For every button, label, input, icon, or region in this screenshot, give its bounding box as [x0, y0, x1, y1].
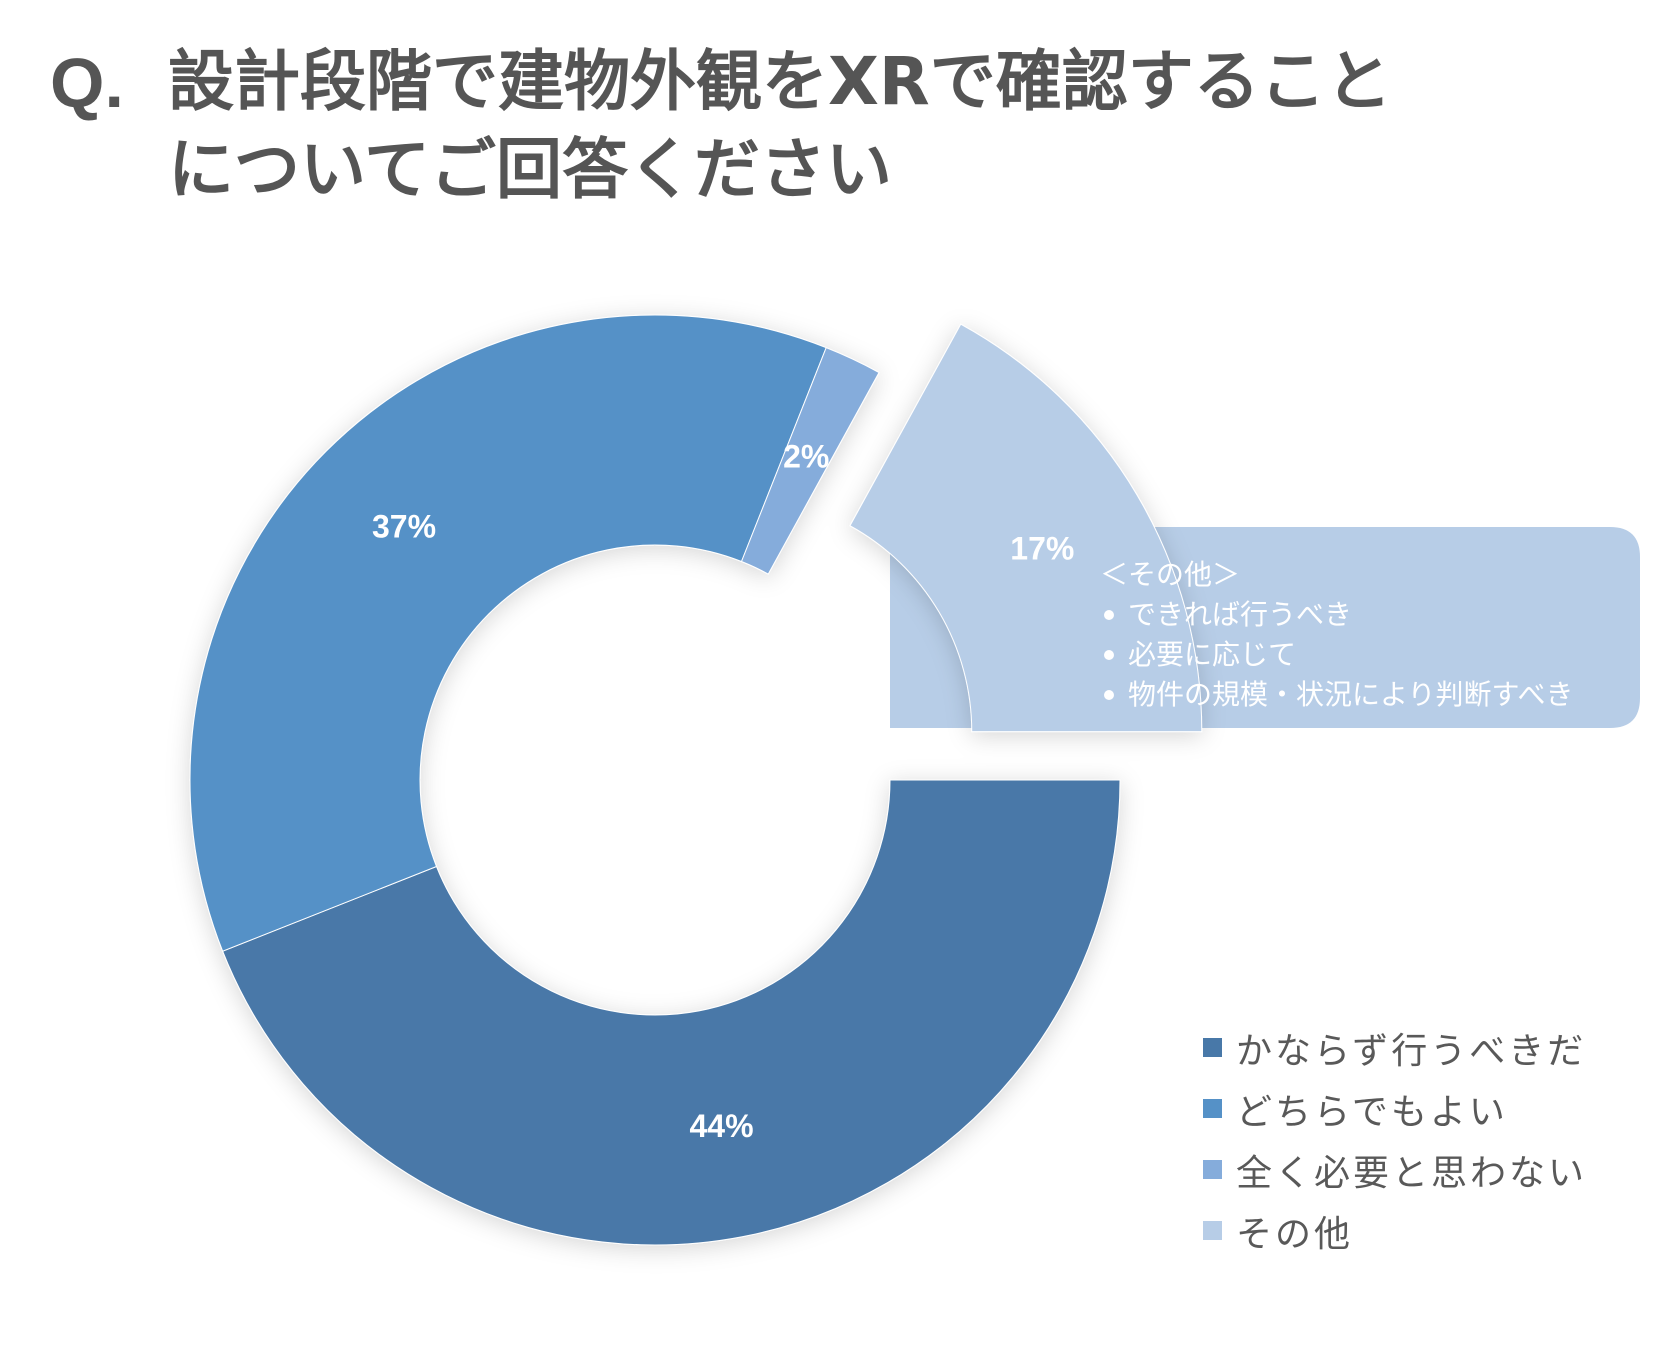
- callout-heading: ＜その他＞: [1100, 558, 1241, 591]
- title-line-2: についてご回答ください: [168, 131, 893, 208]
- legend-label: どちらでもよい: [1236, 1091, 1508, 1133]
- legend-item: かならず行うべきだ: [1203, 1017, 1587, 1078]
- donut-slice: [849, 323, 1203, 733]
- legend-swatch: [1203, 1221, 1222, 1240]
- slice-value-label: 17%: [1010, 530, 1074, 566]
- chart-title: 設計段階で建物外観をXRで確認すること についてご回答ください: [168, 38, 1528, 214]
- other-callout: ＜その他＞ できれば行うべき 必要に応じて 物件の規模・状況により判断すべき: [1100, 555, 1573, 715]
- legend-label: 全く必要と思わない: [1236, 1152, 1588, 1194]
- callout-item: できれば行うべき: [1100, 595, 1573, 635]
- slice-value-label: 44%: [689, 1108, 753, 1144]
- legend-swatch: [1203, 1099, 1222, 1118]
- donut-slice: [222, 779, 1121, 1246]
- title-line-1: 設計段階で建物外観をXRで確認すること: [168, 43, 1392, 120]
- legend-item: その他: [1203, 1200, 1587, 1261]
- callout-list: できれば行うべき 必要に応じて 物件の規模・状況により判断すべき: [1100, 595, 1573, 715]
- slice-value-label: 2%: [783, 438, 829, 474]
- donut-slice: [740, 347, 880, 575]
- question-prefix: Q.: [50, 44, 124, 122]
- donut-slice: [189, 314, 827, 952]
- legend-swatch: [1203, 1038, 1222, 1057]
- callout-item: 物件の規模・状況により判断すべき: [1100, 675, 1573, 715]
- slice-value-label: 37%: [372, 508, 436, 544]
- legend: かならず行うべきだ どちらでもよい 全く必要と思わない その他: [1203, 1017, 1587, 1261]
- legend-label: かならず行うべきだ: [1236, 1030, 1587, 1072]
- legend-item: 全く必要と思わない: [1203, 1139, 1587, 1200]
- callout-item: 必要に応じて: [1100, 635, 1573, 675]
- legend-swatch: [1203, 1160, 1222, 1179]
- legend-item: どちらでもよい: [1203, 1078, 1587, 1139]
- legend-label: その他: [1236, 1213, 1354, 1255]
